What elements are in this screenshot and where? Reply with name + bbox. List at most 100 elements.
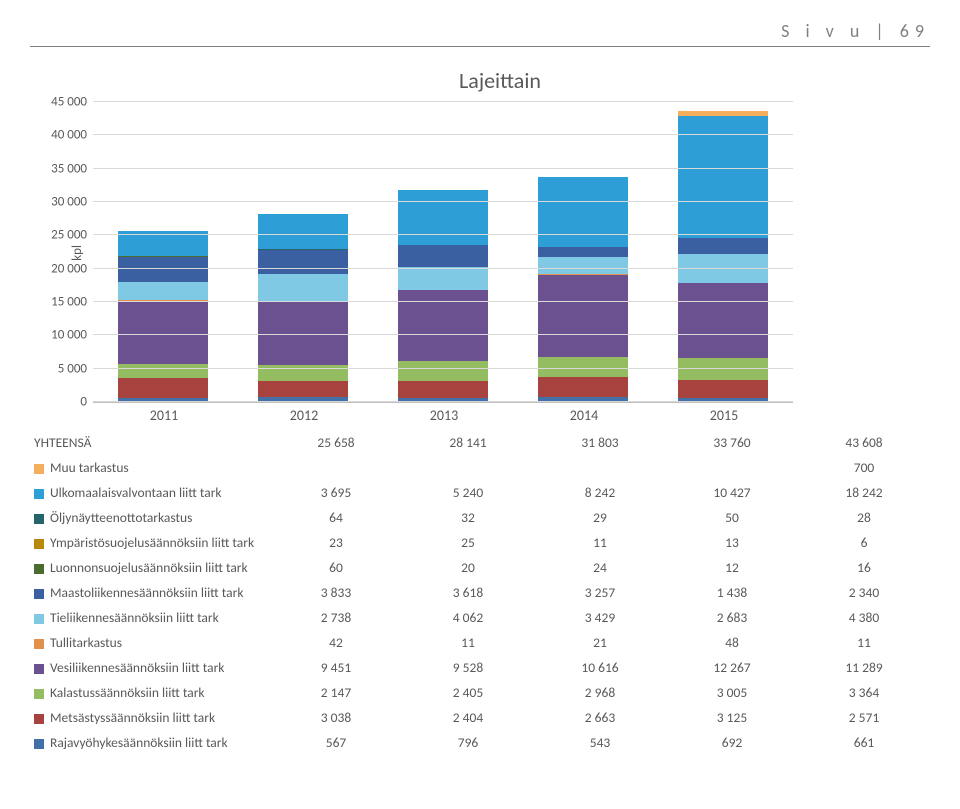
- series-label-cell: Rajavyöhykesäännöksiin liitt tark: [30, 730, 270, 755]
- table-row: Muu tarkastus700: [30, 455, 930, 480]
- series-name: YHTEENSÄ: [34, 434, 91, 451]
- value-cell: 3 429: [534, 605, 666, 630]
- value-cell: 692: [666, 730, 798, 755]
- bar-segment: [258, 274, 348, 301]
- series-name: Metsästyssäännöksiin liitt tark: [50, 709, 215, 726]
- value-cell: 28: [798, 505, 930, 530]
- gridline: 0: [93, 401, 793, 402]
- table-row: Kalastussäännöksiin liitt tark2 1472 405…: [30, 680, 930, 705]
- bar-segment: [118, 378, 208, 398]
- bar-segment: [538, 257, 628, 275]
- data-table: YHTEENSÄ25 65828 14131 80333 76043 608Mu…: [30, 430, 930, 755]
- value-cell: 3 364: [798, 680, 930, 705]
- chart-plot-area: 05 00010 00015 00020 00025 00030 00035 0…: [93, 102, 793, 403]
- value-cell: 48: [666, 630, 798, 655]
- legend-swatch: [34, 739, 44, 749]
- series-label-cell: Maastoliikennesäännöksiin liitt tark: [30, 580, 270, 605]
- gridline: 35 000: [93, 168, 793, 169]
- value-cell: 3 695: [270, 480, 402, 505]
- value-cell: 10 427: [666, 480, 798, 505]
- value-cell: 42: [270, 630, 402, 655]
- bar-segment: [678, 283, 768, 358]
- series-name: Rajavyöhykesäännöksiin liitt tark: [50, 734, 228, 751]
- gridline: 40 000: [93, 134, 793, 135]
- value-cell: 11: [798, 630, 930, 655]
- x-tick-label: 2013: [399, 407, 489, 424]
- value-cell: 10 616: [534, 655, 666, 680]
- value-cell: 2 405: [402, 680, 534, 705]
- value-cell: 2 663: [534, 705, 666, 730]
- table-row: Öljynäytteenottotarkastus6432295028: [30, 505, 930, 530]
- bar-segment: [538, 275, 628, 357]
- bar-segment: [398, 190, 488, 245]
- bar-segment: [118, 282, 208, 300]
- value-cell: 28 141: [402, 430, 534, 455]
- bar-segment: [398, 245, 488, 267]
- x-tick-label: 2012: [259, 407, 349, 424]
- legend-swatch: [34, 539, 44, 549]
- value-cell: 567: [270, 730, 402, 755]
- bar-segment: [538, 247, 628, 257]
- legend-swatch: [34, 664, 44, 674]
- y-tick-label: 30 000: [51, 195, 93, 210]
- value-cell: 11: [402, 630, 534, 655]
- series-label-cell: Öljynäytteenottotarkastus: [30, 505, 270, 530]
- gridline: 20 000: [93, 268, 793, 269]
- value-cell: 33 760: [666, 430, 798, 455]
- value-cell: 16: [798, 555, 930, 580]
- y-tick-label: 40 000: [51, 128, 93, 143]
- value-cell: 50: [666, 505, 798, 530]
- value-cell: 9 528: [402, 655, 534, 680]
- value-cell: 12 267: [666, 655, 798, 680]
- bar-segment: [538, 377, 628, 398]
- value-cell: 11 289: [798, 655, 930, 680]
- gridline: 25 000: [93, 234, 793, 235]
- value-cell: 23: [270, 530, 402, 555]
- value-cell: 3 125: [666, 705, 798, 730]
- value-cell: 25 658: [270, 430, 402, 455]
- value-cell: 2 404: [402, 705, 534, 730]
- table-row: Ulkomaalaisvalvontaan liitt tark3 6955 2…: [30, 480, 930, 505]
- value-cell: 8 242: [534, 480, 666, 505]
- value-cell: 2 340: [798, 580, 930, 605]
- value-cell: 700: [798, 455, 930, 480]
- x-axis-labels: 20112012201320142015: [94, 407, 794, 424]
- series-label-cell: YHTEENSÄ: [30, 430, 270, 455]
- value-cell: 796: [402, 730, 534, 755]
- x-tick-label: 2015: [679, 407, 769, 424]
- value-cell: 64: [270, 505, 402, 530]
- x-tick-label: 2014: [539, 407, 629, 424]
- chart-title: Lajeittain: [70, 67, 930, 94]
- legend-swatch: [34, 714, 44, 724]
- bar-column: [678, 111, 768, 402]
- value-cell: 20: [402, 555, 534, 580]
- value-cell: 32: [402, 505, 534, 530]
- series-name: Ympäristösuojelusäännöksiin liitt tark: [50, 534, 254, 551]
- bar-segment: [398, 381, 488, 399]
- bar-segment: [258, 250, 348, 274]
- value-cell: 11: [534, 530, 666, 555]
- y-axis-label: kpl: [70, 245, 85, 261]
- value-cell: 2 968: [534, 680, 666, 705]
- value-cell: 13: [666, 530, 798, 555]
- bar-segment: [538, 177, 628, 247]
- value-cell: 2 147: [270, 680, 402, 705]
- legend-swatch: [34, 564, 44, 574]
- series-name: Luonnonsuojelusäännöksiin liitt tark: [50, 559, 248, 576]
- bar-segment: [118, 364, 208, 378]
- y-tick-label: 0: [80, 395, 93, 410]
- value-cell: 543: [534, 730, 666, 755]
- bar-segment: [258, 381, 348, 397]
- value-cell: 3 005: [666, 680, 798, 705]
- value-cell: 1 438: [666, 580, 798, 605]
- series-label-cell: Tullitarkastus: [30, 630, 270, 655]
- bar-segment: [678, 380, 768, 397]
- table-row: YHTEENSÄ25 65828 14131 80333 76043 608: [30, 430, 930, 455]
- gridline: 15 000: [93, 301, 793, 302]
- series-name: Vesiliikennesäännöksiin liitt tark: [50, 659, 224, 676]
- value-cell: 2 683: [666, 605, 798, 630]
- value-cell: 9 451: [270, 655, 402, 680]
- y-tick-label: 35 000: [51, 161, 93, 176]
- y-tick-label: 15 000: [51, 295, 93, 310]
- bar-column: [398, 190, 488, 402]
